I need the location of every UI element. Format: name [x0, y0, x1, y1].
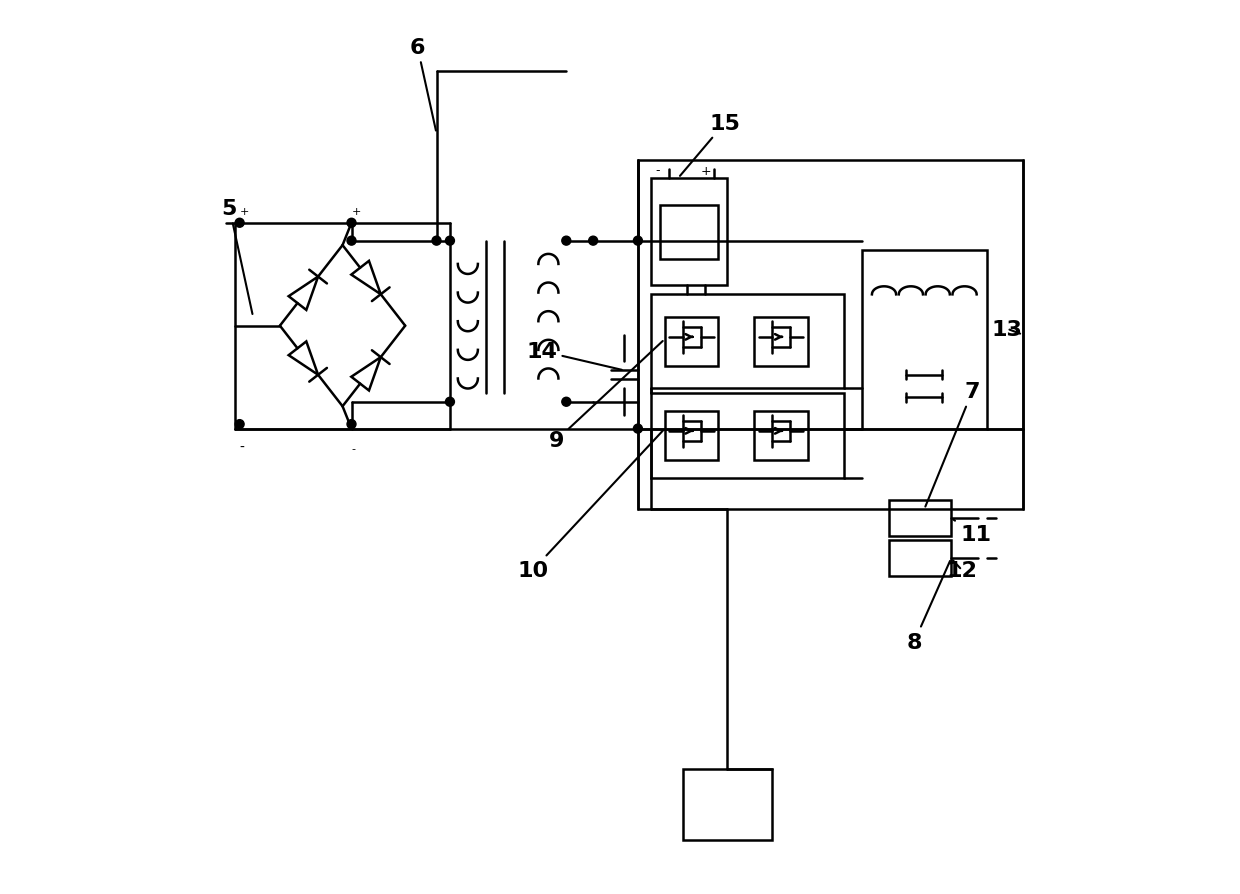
- Bar: [660, 206, 718, 259]
- Bar: [889, 501, 951, 536]
- Text: 8: 8: [906, 561, 950, 652]
- Text: -: -: [351, 443, 356, 453]
- Text: 7: 7: [925, 382, 980, 507]
- Circle shape: [445, 398, 454, 407]
- Circle shape: [236, 219, 244, 228]
- Circle shape: [445, 237, 454, 246]
- Text: 13: 13: [992, 319, 1022, 339]
- Circle shape: [562, 398, 570, 407]
- Circle shape: [589, 237, 598, 246]
- Text: +: +: [701, 164, 712, 177]
- Bar: [651, 295, 843, 389]
- Bar: [651, 393, 843, 478]
- Circle shape: [236, 420, 244, 429]
- Bar: [665, 317, 718, 367]
- Text: 15: 15: [680, 114, 740, 177]
- Circle shape: [347, 219, 356, 228]
- Text: 11: 11: [954, 520, 991, 544]
- Circle shape: [347, 420, 356, 429]
- Text: 12: 12: [946, 561, 977, 580]
- Text: 9: 9: [548, 342, 662, 451]
- Text: +: +: [239, 207, 249, 216]
- Circle shape: [432, 237, 441, 246]
- Circle shape: [634, 237, 642, 246]
- Bar: [651, 179, 728, 286]
- Bar: [683, 769, 773, 840]
- Circle shape: [634, 425, 642, 434]
- Bar: [889, 541, 951, 577]
- Circle shape: [562, 237, 570, 246]
- Bar: [754, 411, 808, 460]
- Text: -: -: [656, 164, 661, 177]
- Bar: [665, 411, 718, 460]
- Text: 6: 6: [409, 38, 436, 131]
- Bar: [862, 250, 987, 429]
- Circle shape: [347, 237, 356, 246]
- Text: 5: 5: [222, 198, 253, 315]
- Text: 10: 10: [517, 431, 663, 580]
- Bar: [637, 161, 1023, 510]
- Bar: [754, 317, 808, 367]
- Text: 14: 14: [526, 342, 621, 370]
- Text: -: -: [239, 441, 244, 454]
- Text: +: +: [351, 207, 361, 216]
